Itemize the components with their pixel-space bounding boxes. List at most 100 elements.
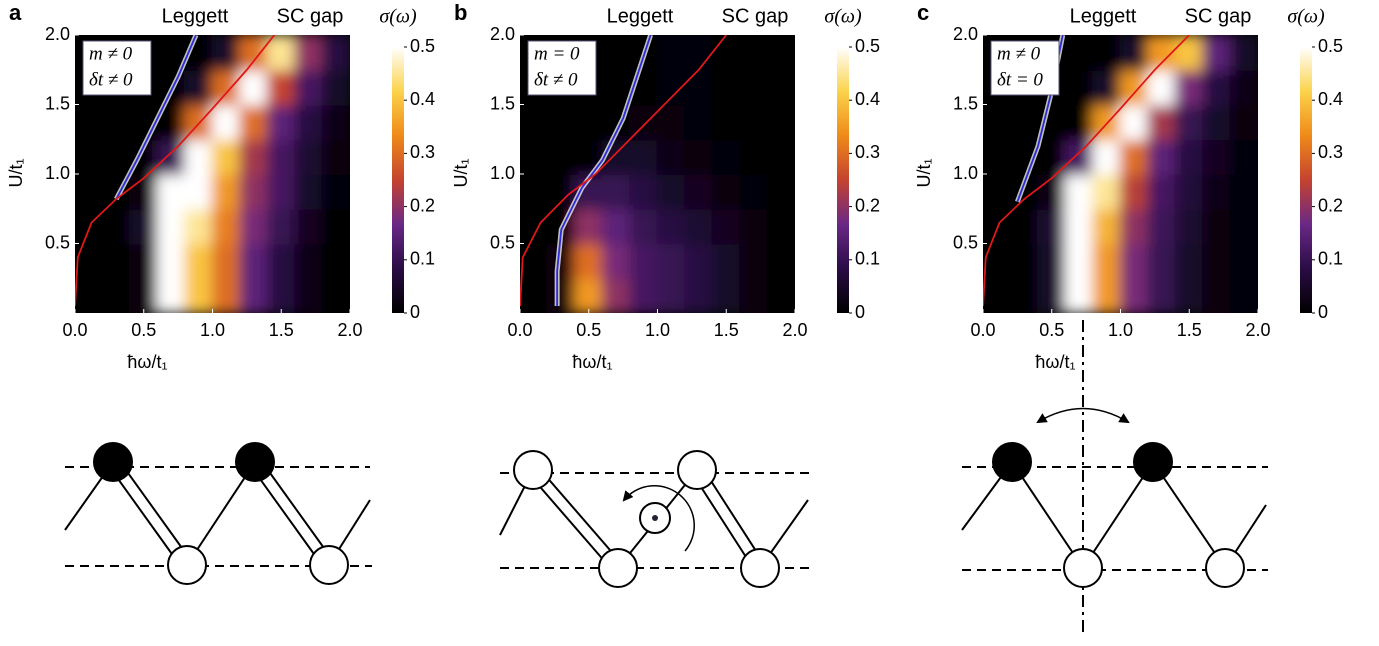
x-tick-label: 1.0 bbox=[200, 320, 225, 340]
heatmap-cell bbox=[684, 207, 714, 245]
y-tick-label: 1.5 bbox=[45, 93, 70, 113]
heatmap-cell bbox=[266, 68, 296, 106]
heatmap-cell bbox=[239, 277, 269, 313]
heatmap-cell bbox=[1202, 138, 1232, 175]
x-tick-label: 1.0 bbox=[1108, 320, 1133, 340]
heatmap-cell bbox=[739, 68, 769, 106]
heatmap-cell bbox=[1174, 242, 1204, 280]
heatmap-cell bbox=[1147, 68, 1177, 106]
x-tick-label: 1.5 bbox=[269, 320, 294, 340]
heatmap-cell bbox=[711, 103, 741, 141]
heatmap-cell bbox=[239, 242, 269, 280]
legend-label: SC gap bbox=[277, 5, 344, 27]
heatmap-cell bbox=[656, 207, 686, 245]
heatmap-cell bbox=[520, 138, 549, 175]
heatmap-cell bbox=[266, 242, 296, 280]
heatmap-cell bbox=[129, 277, 159, 313]
heatmap-cell bbox=[211, 138, 241, 175]
colorbar bbox=[1300, 47, 1312, 313]
colorbar-tick-label: 0.2 bbox=[410, 195, 435, 215]
x-tick-label: 0.5 bbox=[131, 320, 156, 340]
heatmap-cell bbox=[1202, 277, 1232, 313]
heatmap-cell bbox=[766, 207, 795, 245]
annotation: δt ≠ 0 bbox=[89, 69, 133, 90]
heatmap-cell bbox=[546, 277, 576, 313]
colorbar-tick-label: 0.5 bbox=[855, 36, 880, 56]
heatmap-cell bbox=[266, 173, 296, 210]
heatmap-cell bbox=[266, 138, 296, 175]
heatmap-cell bbox=[684, 138, 714, 175]
y-tick-label: 0.5 bbox=[490, 232, 515, 252]
colorbar bbox=[837, 47, 849, 313]
heatmap-cell bbox=[629, 173, 659, 210]
y-tick-label: 1.0 bbox=[953, 163, 978, 183]
heatmap-cell bbox=[711, 35, 741, 71]
heatmap-cell bbox=[1147, 242, 1177, 280]
heatmap-cell bbox=[1009, 242, 1039, 280]
annotation: m = 0 bbox=[534, 43, 580, 64]
heatmap-cell bbox=[1119, 207, 1149, 245]
heatmap-cell bbox=[75, 103, 104, 141]
heatmap-cell bbox=[1119, 242, 1149, 280]
heatmap-cell bbox=[520, 207, 549, 245]
heatmap-cell bbox=[1147, 277, 1177, 313]
heatmap-cell bbox=[1174, 173, 1204, 210]
colorbar-label: σ(ω) bbox=[824, 6, 862, 28]
heatmap-cell bbox=[1119, 103, 1149, 141]
x-tick-label: 1.5 bbox=[714, 320, 739, 340]
x-axis-label: ħω/t₁ bbox=[127, 352, 167, 372]
x-axis-label: ħω/t₁ bbox=[572, 352, 612, 372]
heatmap-cell bbox=[294, 242, 324, 280]
colorbar-tick-label: 0.2 bbox=[1318, 195, 1343, 215]
heatmap-cell bbox=[1147, 207, 1177, 245]
heatmap-clip bbox=[75, 35, 350, 313]
heatmap-cell bbox=[211, 173, 241, 210]
heatmap-cell bbox=[656, 242, 686, 280]
legend-label: Leggett bbox=[162, 5, 229, 27]
heatmap-cell bbox=[1229, 35, 1258, 71]
legend-label: Leggett bbox=[1070, 5, 1137, 27]
heatmap-cell bbox=[739, 35, 769, 71]
heatmap-cell bbox=[1037, 242, 1067, 280]
heatmap-cell bbox=[601, 277, 631, 313]
series-line bbox=[556, 35, 652, 307]
heatmap-cell bbox=[266, 207, 296, 245]
colorbar-tick-label: 0 bbox=[1318, 302, 1328, 322]
heatmap-cell bbox=[739, 277, 769, 313]
heatmap-cell bbox=[1092, 207, 1122, 245]
heatmap-cell bbox=[294, 68, 324, 106]
heatmap-cell bbox=[766, 68, 795, 106]
y-tick-label: 2.0 bbox=[490, 24, 515, 44]
heatmap-cell bbox=[321, 35, 350, 71]
heatmap-cell bbox=[1174, 103, 1204, 141]
heatmap-cell bbox=[711, 68, 741, 106]
heatmap-cell bbox=[656, 138, 686, 175]
heatmap-cell bbox=[711, 138, 741, 175]
heatmap-cell bbox=[656, 277, 686, 313]
heatmap-cell bbox=[321, 277, 350, 313]
heatmap-cell bbox=[75, 242, 104, 280]
heatmap-cell bbox=[983, 173, 1012, 210]
heatmap-cell bbox=[1064, 207, 1094, 245]
heatmap-cell bbox=[629, 138, 659, 175]
y-tick-label: 1.0 bbox=[490, 163, 515, 183]
heatmap-cell bbox=[294, 277, 324, 313]
heatmap-cell bbox=[1064, 35, 1094, 71]
heatmap-cell bbox=[601, 35, 631, 71]
heatmap-cell bbox=[1009, 277, 1039, 313]
heatmap-cell bbox=[1174, 207, 1204, 245]
heatmap-cell bbox=[294, 173, 324, 210]
heatmap-cell bbox=[1229, 277, 1258, 313]
heatmap-cell bbox=[684, 173, 714, 210]
heatmap-cell bbox=[1119, 173, 1149, 210]
heatmap-cell bbox=[983, 138, 1012, 175]
lattice-diagram-b bbox=[499, 450, 810, 588]
heatmap-cell bbox=[656, 35, 686, 71]
y-tick-label: 1.0 bbox=[45, 163, 70, 183]
heatmap-cell bbox=[1064, 138, 1094, 175]
heatmap-cell bbox=[1174, 277, 1204, 313]
heatmap-cell bbox=[629, 277, 659, 313]
heatmap-cell bbox=[983, 242, 1012, 280]
heatmap-cell bbox=[239, 103, 269, 141]
heatmap-cell bbox=[1092, 173, 1122, 210]
